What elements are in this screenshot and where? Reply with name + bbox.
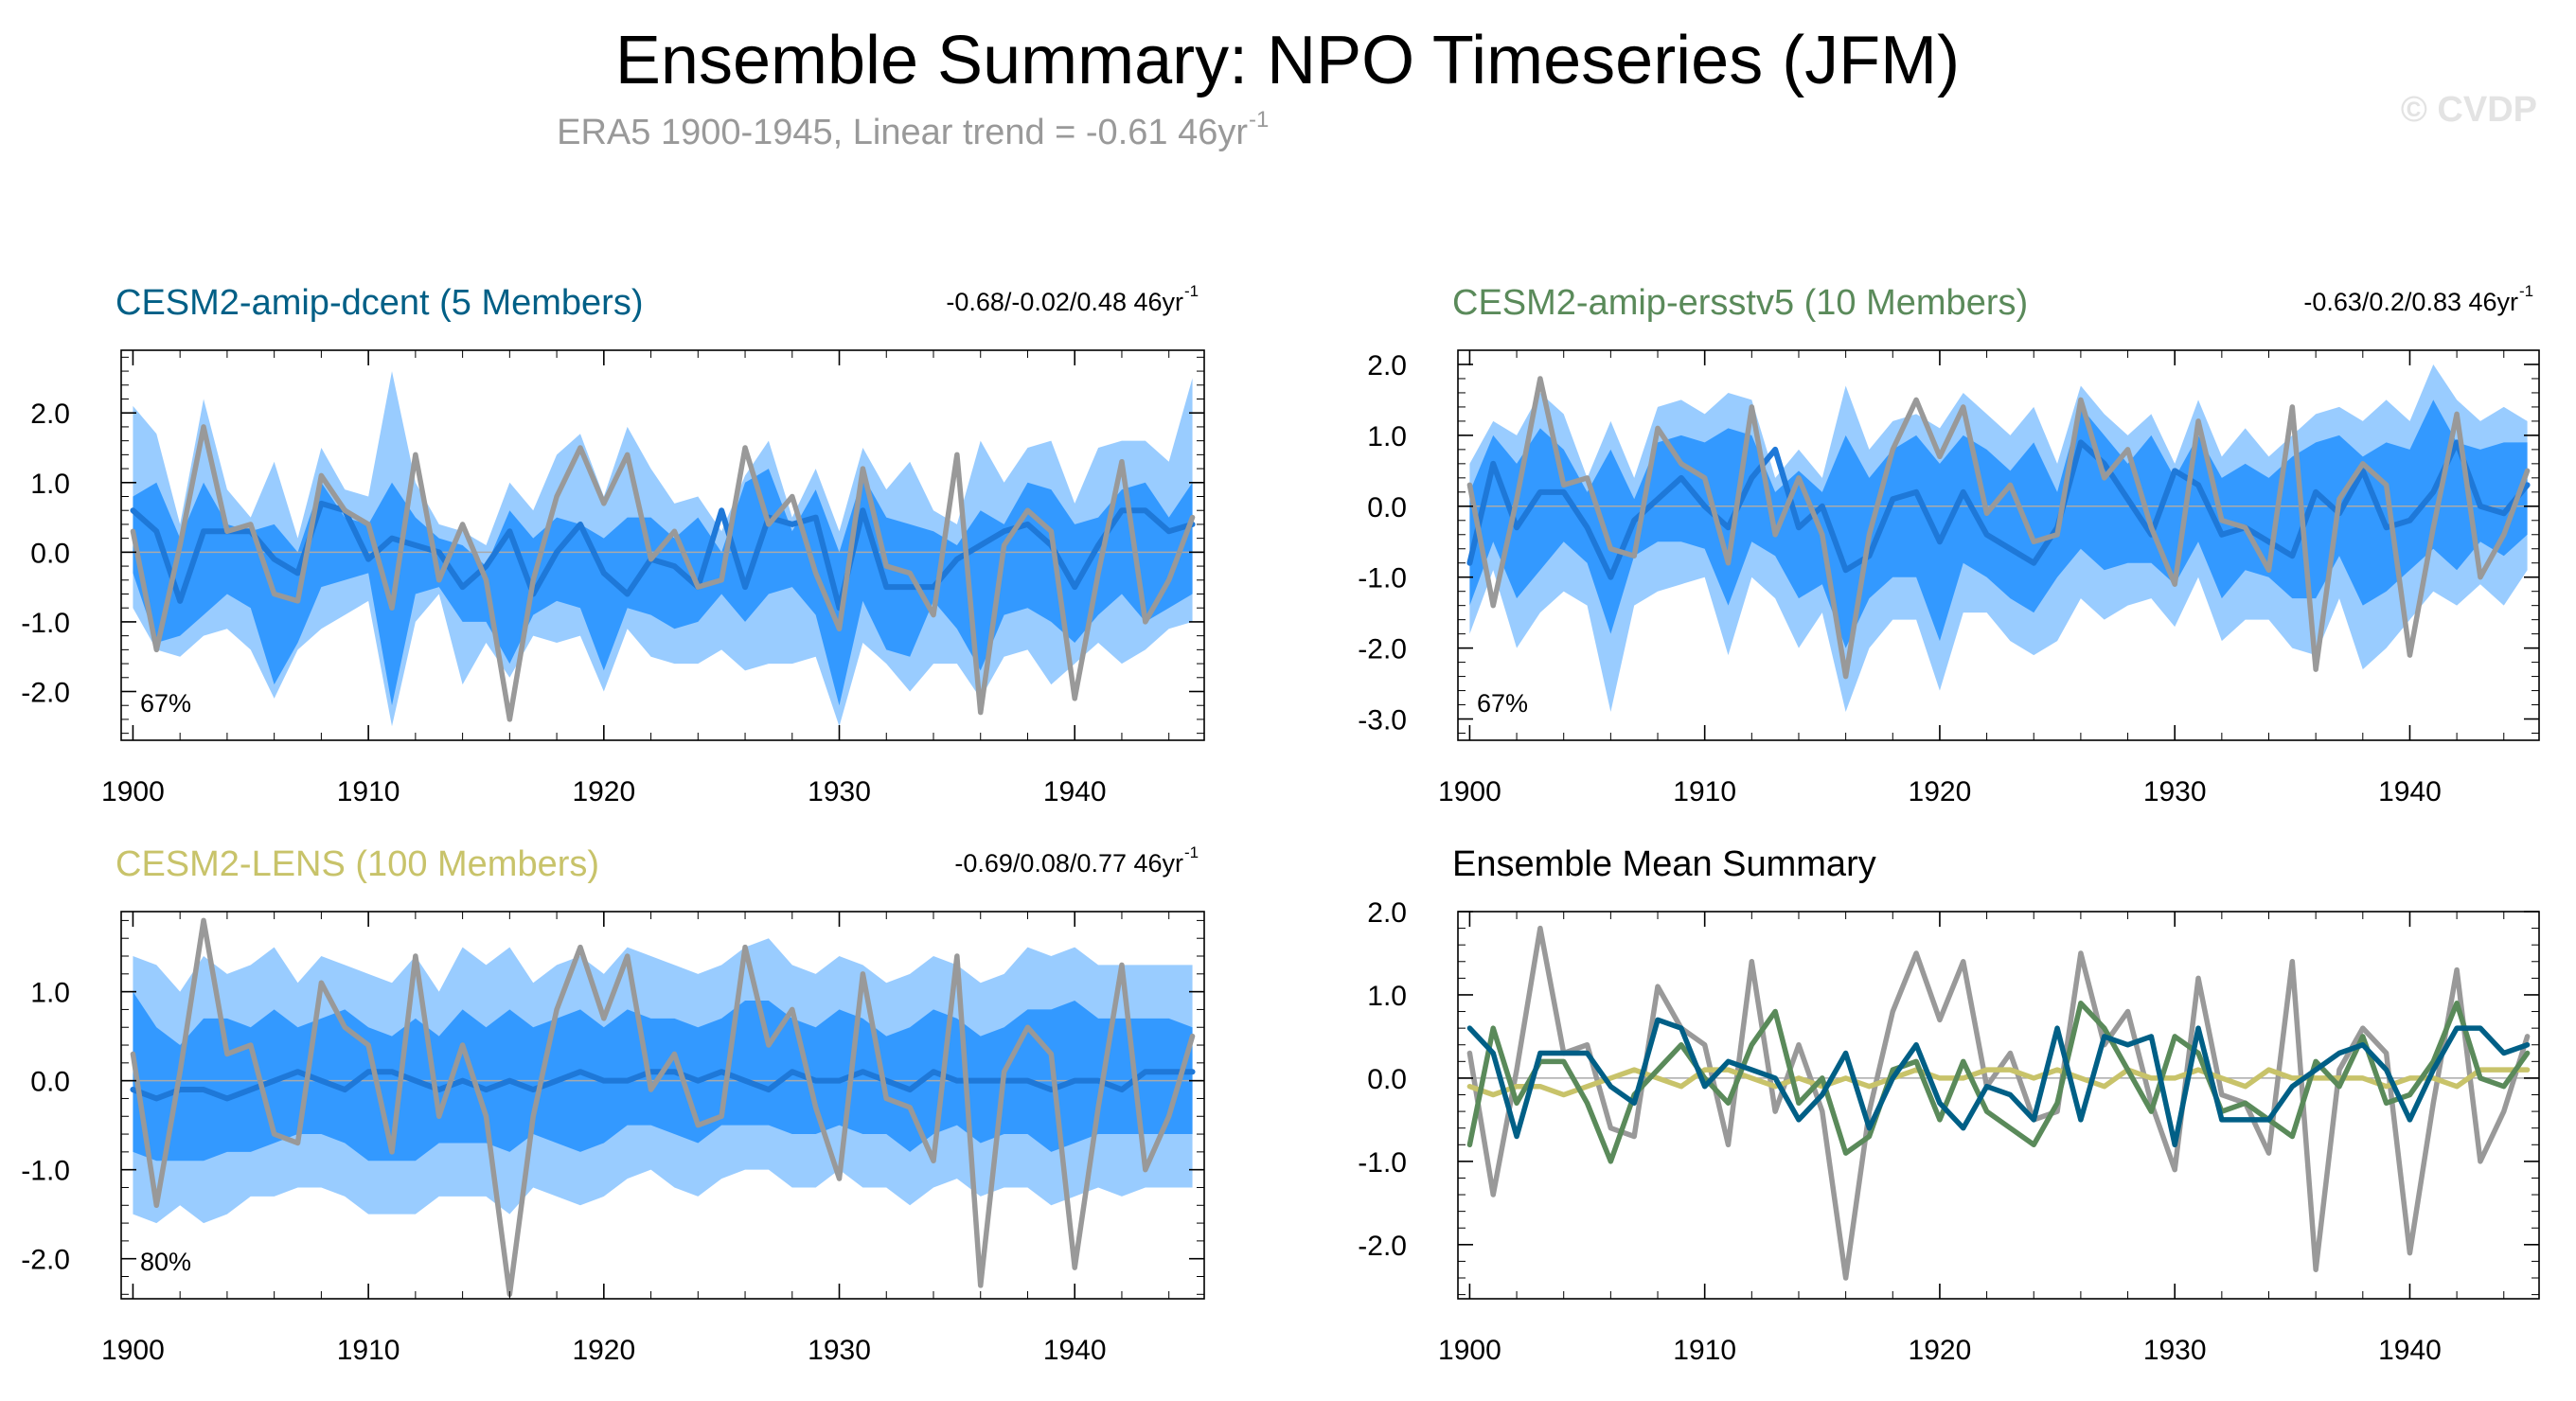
x-tick-label-1930: 1930	[2143, 776, 2207, 807]
y-tick-label-1-0: 1.0	[1367, 421, 1407, 452]
figure-subtitle: ERA5 1900-1945, Linear trend = -0.61 46y…	[557, 113, 1248, 152]
panel-title: CESM2-LENS (100 Members)	[115, 844, 599, 884]
range-band-inner	[1469, 399, 2528, 648]
y-tick-label-2-0: -2.0	[1358, 1231, 1407, 1262]
panel-cesm2-amip-ersstv5: CESM2-amip-ersstv5 (10 Members) -0.63/0.2…	[1358, 282, 2540, 807]
y-tick-label-1-0: 1.0	[30, 469, 70, 500]
panel-title: Ensemble Mean Summary	[1452, 844, 1876, 884]
panel-trend: -0.63/0.2/0.83 46yr	[2303, 288, 2518, 316]
series-line-ersstv5	[1466, 1001, 2531, 1164]
y-tick-label-2-0: 2.0	[30, 399, 70, 430]
x-tick-label-1940: 1940	[1043, 1335, 1107, 1366]
panel-trend-superscript: -1	[1184, 282, 1199, 300]
y-tick-label-0-0: 0.0	[1367, 492, 1407, 523]
x-tick-label-1910: 1910	[1673, 776, 1736, 807]
y-tick-label-3-0: -3.0	[1358, 705, 1407, 736]
panel-percentage: 67%	[1477, 689, 1528, 718]
plot-area	[121, 371, 1204, 727]
x-tick-label-1920: 1920	[572, 776, 635, 807]
panel-trend-superscript: -1	[1184, 843, 1199, 861]
panel-ensemble-mean-summary: Ensemble Mean Summary -2.0 -1.0 0.0 1.0 2.0 19…	[1358, 844, 2540, 1366]
plot-frame	[120, 349, 1205, 741]
x-tick-label-1920: 1920	[1909, 776, 1972, 807]
x-tick-label-1930: 1930	[2143, 1335, 2207, 1366]
figure-subtitle-superscript: -1	[1249, 107, 1269, 133]
series-line-lens	[1466, 1067, 2531, 1098]
x-tick-label-1940: 1940	[1043, 776, 1107, 807]
figure-title: Ensemble Summary: NPO Timeseries (JFM)	[615, 23, 1960, 98]
x-tick-label-1900: 1900	[1438, 776, 1501, 807]
watermark: © CVDP	[2401, 90, 2537, 130]
panel-percentage: 67%	[140, 689, 191, 718]
y-tick-label-1-0: -1.0	[1358, 1147, 1407, 1179]
x-tick-label-1940: 1940	[2378, 1335, 2442, 1366]
plot-frame	[1457, 349, 2540, 741]
panel-cesm2-lens: CESM2-LENS (100 Members) -0.69/0.08/0.77 …	[21, 843, 1205, 1366]
y-tick-label-1-0: -1.0	[21, 608, 70, 639]
x-tick-label-1910: 1910	[337, 1335, 400, 1366]
x-tick-label-1910: 1910	[1673, 1335, 1736, 1366]
y-tick-label-0-0: 0.0	[30, 538, 70, 569]
x-tick-label-1900: 1900	[101, 1335, 165, 1366]
panel-trend: -0.69/0.08/0.77 46yr	[954, 849, 1183, 878]
plot-area	[121, 917, 1204, 1298]
x-tick-label-1930: 1930	[808, 1335, 871, 1366]
observed-line	[130, 424, 1196, 722]
series-line-obs	[1466, 925, 2531, 1281]
plot-frame	[1457, 911, 2540, 1300]
ensemble-mean-line	[1466, 439, 2531, 580]
x-tick-label-1920: 1920	[572, 1335, 635, 1366]
observed-line	[130, 917, 1196, 1298]
y-tick-label-0-0: 0.0	[1367, 1064, 1407, 1095]
x-tick-label-1900: 1900	[1438, 1335, 1501, 1366]
y-tick-label-1-0: 1.0	[1367, 981, 1407, 1012]
plot-frame	[120, 911, 1205, 1300]
panel-title: CESM2-amip-ersstv5 (10 Members)	[1452, 283, 2028, 323]
y-tick-label-0-0: 0.0	[30, 1067, 70, 1098]
series-line-dcent	[1466, 1017, 2531, 1148]
panel-title: CESM2-amip-dcent (5 Members)	[115, 283, 643, 323]
plot-area	[1458, 364, 2539, 713]
range-band-inner	[133, 469, 1193, 706]
y-tick-label-2-0: -2.0	[1358, 634, 1407, 665]
x-tick-label-1920: 1920	[1909, 1335, 1972, 1366]
panel-cesm2-amip-dcent: CESM2-amip-dcent (5 Members) -0.68/-0.02/…	[21, 282, 1205, 807]
panel-percentage: 80%	[140, 1248, 191, 1276]
y-tick-label-2-0: 2.0	[1367, 350, 1407, 381]
x-tick-label-1910: 1910	[337, 776, 400, 807]
y-tick-label-1-0: 1.0	[30, 978, 70, 1009]
panel-trend-superscript: -1	[2519, 282, 2533, 300]
y-tick-label-2-0: 2.0	[1367, 897, 1407, 929]
y-tick-label-1-0: -1.0	[21, 1156, 70, 1187]
panel-trend: -0.68/-0.02/0.48 46yr	[946, 288, 1183, 316]
y-tick-label-1-0: -1.0	[1358, 563, 1407, 594]
y-tick-label-2-0: -2.0	[21, 678, 70, 709]
plot-area	[1458, 925, 2539, 1281]
x-tick-label-1930: 1930	[808, 776, 871, 807]
x-tick-label-1900: 1900	[101, 776, 165, 807]
x-tick-label-1940: 1940	[2378, 776, 2442, 807]
y-tick-label-2-0: -2.0	[21, 1245, 70, 1276]
observed-line	[1466, 376, 2531, 680]
